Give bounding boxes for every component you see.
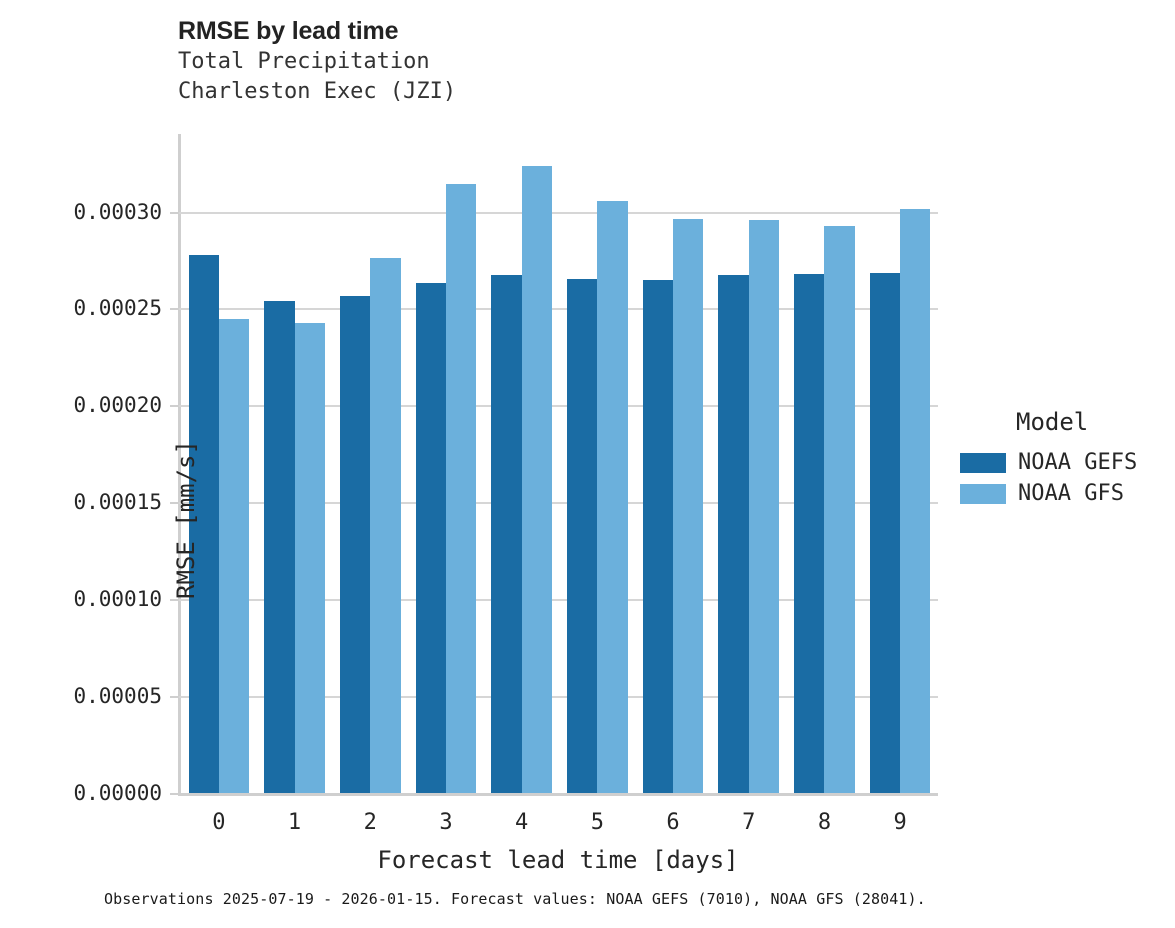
bar[interactable] [567,279,598,793]
y-axis-tick-label: 0.00020 [73,393,162,418]
x-axis-title: Forecast lead time [days] [377,846,739,874]
gridline [178,696,938,699]
bar[interactable] [415,283,446,793]
bar[interactable] [869,273,901,793]
bar[interactable] [491,275,522,793]
y-axis-tick-label: 0.00025 [73,296,162,321]
chart-plot-area: 0.00000 0.00005 0.00010 0.00015 0.00020 0.000… [73,134,938,874]
x-axis-tick-label: 2 [363,810,377,835]
bar[interactable] [597,200,628,793]
y-axis-tick [170,502,179,505]
bars-layer [181,134,938,793]
gridline [178,502,938,505]
bar[interactable] [445,183,477,793]
y-axis-tick [170,599,179,602]
gridline [178,405,938,408]
bar[interactable] [748,220,780,793]
page-title: RMSE by lead time [178,17,399,45]
chart-subtitle-station: Charleston Exec (JZI) [178,79,457,104]
y-axis-tick [170,211,179,214]
legend-label-noaa-gefs: NOAA GEFS [1018,450,1138,475]
y-axis-tick-label: 0.00005 [73,684,162,709]
bar[interactable] [824,225,855,793]
bar[interactable] [339,296,371,793]
bar[interactable] [718,275,749,793]
y-axis-tick [170,696,179,699]
x-axis-tick-label: 7 [742,810,756,835]
y-axis-tick-label: 0.00010 [73,587,162,612]
x-axis-tick-label: 1 [287,810,302,835]
legend-swatch-icon-noaa-gefs [960,452,1006,473]
legend-label-noaa-gfs: NOAA GFS [1018,481,1124,506]
legend: Model NOAA GEFS NOAA GFS [960,408,1137,509]
bar[interactable] [673,218,704,793]
x-axis-tick-label: 6 [666,810,680,835]
bar[interactable] [370,258,401,793]
y-axis-tick-label: 0.00000 [73,781,162,805]
plot-frame [170,134,938,796]
gridline [178,599,938,602]
y-axis-tick-label: 0.00030 [73,199,162,224]
bar[interactable] [900,208,931,793]
chart-subtitle-variable: Total Precipitation [178,49,430,74]
bar[interactable] [294,322,325,793]
y-axis-tick-label: 0.00015 [73,490,162,515]
legend-item-noaa-gfs[interactable]: NOAA GFS [960,478,1137,509]
y-axis-tick [170,793,179,795]
bar[interactable] [218,318,250,793]
legend-item-noaa-gefs[interactable]: NOAA GEFS [960,447,1137,478]
x-axis-tick-label: 4 [515,810,529,835]
y-axis-tick [170,405,179,408]
gridline [178,211,938,214]
x-axis-tick-label: 9 [893,810,907,835]
x-axis-tick-label: 0 [212,810,226,835]
bar[interactable] [642,280,674,793]
title-block: RMSE by lead time Total Precipitation Ch… [178,16,938,107]
x-axis-tick-label: 5 [590,810,604,835]
legend-swatch-icon-noaa-gfs [960,483,1006,504]
legend-title: Model [1016,408,1089,436]
x-axis-tick-label: 8 [817,810,832,835]
bar[interactable] [521,165,552,793]
y-axis-line [178,134,181,796]
bar[interactable] [264,301,295,793]
footnote: Observations 2025-07-19 - 2026-01-15. Fo… [104,890,926,908]
y-axis-title: RMSE [mm/s] [172,440,200,599]
y-axis-tick [170,308,179,311]
bar[interactable] [794,274,825,793]
x-axis-line [178,793,938,796]
bar[interactable] [188,254,219,793]
x-axis-tick-label: 3 [439,810,453,835]
gridline [178,308,938,311]
